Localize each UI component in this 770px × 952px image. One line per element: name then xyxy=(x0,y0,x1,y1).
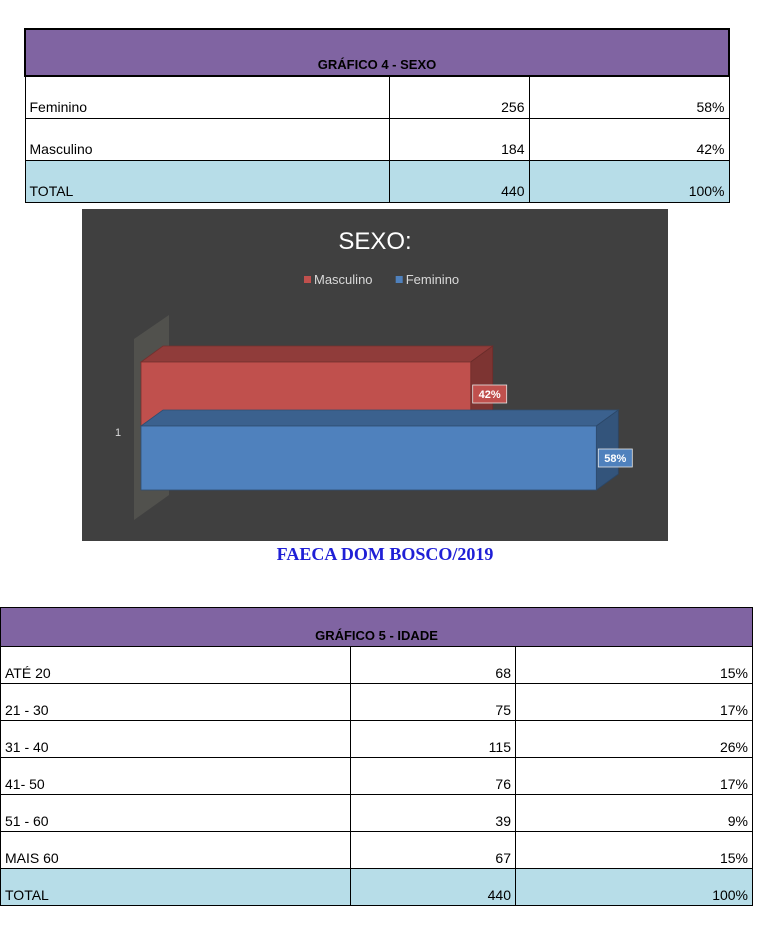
idade-table: GRÁFICO 5 - IDADE ATÉ 20 68 15% 21 - 30 … xyxy=(0,607,753,906)
sexo-chart: SEXO: Masculino Feminino 1 42% 58% xyxy=(82,209,668,541)
row-percent: 15% xyxy=(515,646,753,684)
row-percent: 58% xyxy=(528,75,730,119)
bar-top-face xyxy=(139,345,494,363)
total-label: TOTAL xyxy=(24,160,390,203)
row-label: 41- 50 xyxy=(0,757,351,795)
table-row: 51 - 60 39 9% xyxy=(0,794,753,832)
row-percent: 26% xyxy=(515,720,753,758)
table-row: ATÉ 20 68 15% xyxy=(0,646,753,684)
row-percent: 15% xyxy=(515,831,753,869)
row-count: 39 xyxy=(350,794,516,832)
legend-swatch xyxy=(395,276,403,283)
chart-bars: 42% 58% xyxy=(139,345,633,491)
table-row: 21 - 30 75 17% xyxy=(0,683,753,721)
total-percent: 100% xyxy=(528,160,730,203)
row-count: 256 xyxy=(388,75,530,119)
row-label: Masculino xyxy=(24,118,390,161)
chart-title: SEXO: xyxy=(338,228,411,255)
table-row: 41- 50 76 17% xyxy=(0,757,753,795)
row-percent: 17% xyxy=(515,757,753,795)
row-count: 115 xyxy=(350,720,516,758)
table-row: Masculino 184 42% xyxy=(24,118,730,161)
row-label: 21 - 30 xyxy=(0,683,351,721)
row-label: ATÉ 20 xyxy=(0,646,351,684)
row-count: 75 xyxy=(350,683,516,721)
row-count: 68 xyxy=(350,646,516,684)
legend-label: Feminino xyxy=(406,272,459,287)
row-label: 51 - 60 xyxy=(0,794,351,832)
row-label: Feminino xyxy=(24,75,390,119)
total-row: TOTAL 440 100% xyxy=(0,868,753,906)
sexo-table: GRÁFICO 4 - SEXO Feminino 256 58% Mascul… xyxy=(24,28,730,203)
sexo-chart-svg: SEXO: Masculino Feminino 1 42% 58% xyxy=(82,209,668,541)
row-count: 76 xyxy=(350,757,516,795)
row-label: MAIS 60 xyxy=(0,831,351,869)
row-count: 67 xyxy=(350,831,516,869)
row-percent: 9% xyxy=(515,794,753,832)
row-percent: 17% xyxy=(515,683,753,721)
bar xyxy=(140,425,597,491)
data-label: 58% xyxy=(604,453,626,465)
total-label: TOTAL xyxy=(0,868,351,906)
total-row: TOTAL 440 100% xyxy=(24,160,730,203)
total-count: 440 xyxy=(388,160,530,203)
total-percent: 100% xyxy=(515,868,753,906)
total-count: 440 xyxy=(350,868,516,906)
caption: FAECA DOM BOSCO/2019 xyxy=(276,544,494,564)
sexo-table-title: GRÁFICO 4 - SEXO xyxy=(24,28,730,77)
data-label-box xyxy=(472,384,508,404)
idade-table-title: GRÁFICO 5 - IDADE xyxy=(0,607,753,647)
row-count: 184 xyxy=(388,118,530,161)
table-row: 31 - 40 115 26% xyxy=(0,720,753,758)
category-label: 1 xyxy=(115,427,121,439)
legend-label: Masculino xyxy=(314,272,373,287)
table-row: MAIS 60 67 15% xyxy=(0,831,753,869)
data-label: 42% xyxy=(479,389,501,401)
row-percent: 42% xyxy=(528,118,730,161)
data-label-box xyxy=(597,448,633,468)
chart-legend: Masculino Feminino xyxy=(304,272,459,287)
legend-swatch xyxy=(304,276,311,283)
row-label: 31 - 40 xyxy=(0,720,351,758)
table-row: Feminino 256 58% xyxy=(24,75,730,119)
bar-top-face xyxy=(139,409,620,427)
